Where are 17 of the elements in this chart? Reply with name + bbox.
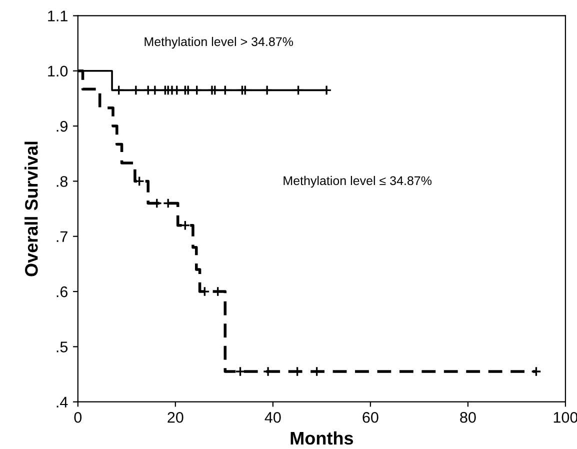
x-tick-label: 40	[264, 412, 281, 423]
x-tick-label: 20	[168, 412, 184, 423]
annotation: Methylation level ≤ 34.87%	[284, 176, 432, 188]
x-tick-label: 60	[362, 412, 378, 423]
y-tick-label: .7	[56, 231, 68, 242]
y-axis-title: Overall Survival	[24, 142, 38, 276]
y-tick-label: 1.0	[48, 66, 68, 77]
y-tick-label: .8	[56, 176, 68, 187]
annotation: Methylation level > 34.87%	[144, 36, 294, 49]
y-tick-label: .4	[56, 396, 68, 408]
x-tick-label: 80	[460, 412, 476, 423]
y-tick-label: .9	[56, 120, 68, 132]
y-tick-label: .5	[56, 342, 68, 352]
x-tick-label: 0	[74, 412, 82, 423]
y-tick-label: .6	[56, 286, 68, 298]
y-tick-label: 1.1	[48, 10, 68, 22]
x-axis-title: Months	[290, 431, 354, 445]
